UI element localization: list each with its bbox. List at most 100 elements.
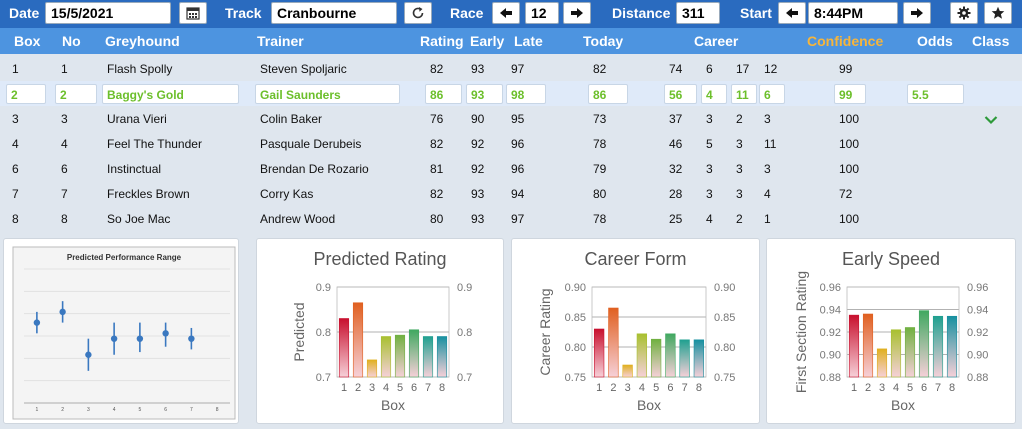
cell-today[interactable]: 86	[588, 84, 628, 104]
tick-label: 5	[653, 382, 659, 394]
arrow-right-icon	[911, 8, 923, 18]
table-row[interactable]: 7 7 Freckles Brown Corry Kas 82 93 94 80…	[0, 181, 1022, 206]
col-box[interactable]: Box	[14, 33, 41, 49]
table-row[interactable]: 4 4 Feel The Thunder Pasquale Derubeis 8…	[0, 131, 1022, 156]
tick-label: 6	[667, 382, 673, 394]
bar	[693, 339, 705, 378]
race-field[interactable]: 12	[525, 2, 559, 24]
col-no[interactable]: No	[62, 33, 81, 49]
chevron-down-icon[interactable]	[984, 115, 998, 125]
cell-late[interactable]: 98	[506, 84, 546, 104]
bar	[862, 313, 874, 378]
cell-confidence[interactable]: 99	[834, 84, 866, 104]
data-point	[188, 335, 195, 342]
cell-career-3: 2	[736, 212, 743, 226]
track-field[interactable]: Cranbourne	[271, 2, 397, 24]
cell-greyhound: Freckles Brown	[107, 187, 190, 201]
career-form-chart: 0.75 0.75 0.80 0.80 0.85 0.85 0.90 0.90 1 2 3 4 5 6 7 8…	[537, 282, 735, 413]
table-row-selected[interactable]: 2 2 Baggy's Gold Gail Saunders 86 93 98 …	[0, 81, 1022, 106]
cell-rating: 82	[430, 187, 444, 201]
cell-rating: 76	[430, 112, 444, 126]
cell-trainer: Brendan De Rozario	[260, 162, 369, 176]
tick-label: 5	[907, 382, 913, 394]
bar	[636, 333, 648, 378]
predicted-rating-panel: Predicted Rating 0.7 0.7 0.8 0.8 0.9 0.9 1 2 3 4 5…	[256, 238, 504, 424]
cell-no[interactable]: 2	[55, 84, 97, 104]
tick-label: 2	[355, 382, 361, 394]
arrow-right-icon	[571, 8, 583, 18]
cell-career-4[interactable]: 6	[759, 84, 785, 104]
date-field[interactable]: 15/5/2021	[45, 2, 171, 24]
table-row[interactable]: 1 1 Flash Spolly Steven Spoljaric 82 93 …	[0, 56, 1022, 81]
cell-early[interactable]: 93	[466, 84, 503, 104]
col-trainer[interactable]: Trainer	[257, 33, 304, 49]
start-next-button[interactable]	[903, 2, 931, 24]
cell-career-3: 3	[736, 162, 743, 176]
bar	[946, 315, 958, 378]
bar	[679, 339, 690, 378]
gear-icon	[957, 6, 971, 20]
table-header: Box No Greyhound Trainer Rating Early La…	[0, 28, 1022, 54]
col-today[interactable]: Today	[583, 33, 624, 49]
col-class[interactable]: Class	[972, 33, 1010, 49]
cell-trainer[interactable]: Gail Saunders	[255, 84, 400, 104]
cell-early: 90	[471, 112, 485, 126]
refresh-button[interactable]	[404, 2, 432, 24]
data-point	[162, 330, 169, 337]
star-icon	[991, 6, 1005, 19]
tick-label: 0.90	[967, 350, 988, 362]
cell-career-2: 3	[706, 187, 713, 201]
start-prev-button[interactable]	[778, 2, 806, 24]
tick-label: 0.96	[967, 282, 988, 294]
race-next-button[interactable]	[563, 2, 591, 24]
calendar-button[interactable]	[179, 2, 207, 24]
data-point	[85, 351, 92, 358]
cell-no: 7	[61, 187, 68, 201]
date-label: Date	[9, 5, 40, 21]
cell-early: 92	[471, 137, 485, 151]
cell-career-1: 32	[669, 162, 683, 176]
col-rating[interactable]: Rating	[420, 33, 464, 49]
table-row[interactable]: 8 8 So Joe Mac Andrew Wood 80 93 97 78 2…	[0, 206, 1022, 231]
chart-title: Predicted Performance Range	[67, 253, 182, 262]
settings-button[interactable]	[950, 2, 978, 24]
cell-career-1: 74	[669, 62, 683, 76]
cell-career-3[interactable]: 11	[731, 84, 757, 104]
col-greyhound[interactable]: Greyhound	[105, 33, 180, 49]
cell-career-2[interactable]: 4	[701, 84, 727, 104]
tick-label: 0.75	[565, 372, 586, 384]
col-odds[interactable]: Odds	[917, 33, 953, 49]
cell-early: 93	[471, 187, 485, 201]
start-time-field[interactable]: 8:44PM	[808, 2, 898, 24]
bar	[932, 315, 944, 378]
col-confidence[interactable]: Confidence	[807, 33, 884, 49]
refresh-icon	[412, 7, 424, 19]
favorite-button[interactable]	[984, 2, 1012, 24]
cell-box: 7	[12, 187, 19, 201]
cell-career-3: 3	[736, 187, 743, 201]
table-row[interactable]: 6 6 Instinctual Brendan De Rozario 81 92…	[0, 156, 1022, 181]
tick-label: 0.80	[714, 342, 735, 354]
distance-field[interactable]: 311	[676, 2, 720, 24]
cell-no: 3	[61, 112, 68, 126]
col-early[interactable]: Early	[470, 33, 505, 49]
plot-area	[846, 286, 960, 378]
cell-late: 97	[511, 212, 525, 226]
cell-rating[interactable]: 86	[425, 84, 462, 104]
cell-early: 93	[471, 62, 485, 76]
tick-label: 6	[921, 382, 927, 394]
cell-greyhound[interactable]: Baggy's Gold	[102, 84, 239, 104]
cell-box[interactable]: 2	[6, 84, 46, 104]
tick-label: 0.94	[967, 305, 988, 317]
cell-career-1[interactable]: 56	[664, 84, 697, 104]
tick-label: 1	[341, 382, 347, 394]
cell-odds[interactable]: 5.5	[907, 84, 964, 104]
tick-label: 7	[425, 382, 431, 394]
y-axis-label: First Section Rating	[793, 271, 809, 393]
plot-area	[336, 286, 450, 378]
col-late[interactable]: Late	[514, 33, 543, 49]
table-row[interactable]: 3 3 Urana Vieri Colin Baker 76 90 95 73 …	[0, 106, 1022, 131]
bar	[918, 310, 930, 378]
col-career[interactable]: Career	[694, 33, 739, 49]
race-prev-button[interactable]	[492, 2, 520, 24]
